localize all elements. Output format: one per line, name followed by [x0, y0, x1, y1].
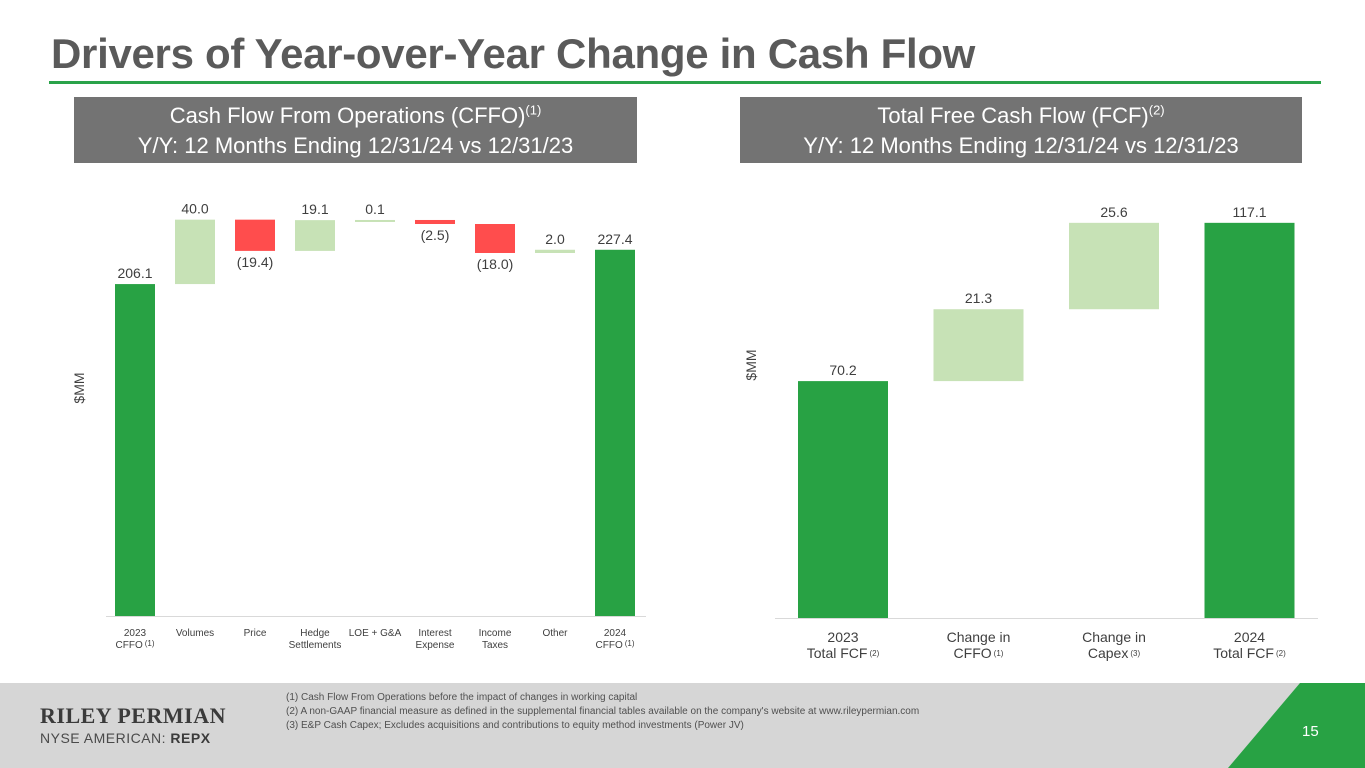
fcf-category-label: 2024	[1234, 629, 1265, 645]
fcf-category-label: Total FCF (2)	[1213, 645, 1286, 661]
fcf-category-label: Total FCF (2)	[807, 645, 880, 661]
fcf-category-footnote-ref: (2)	[1276, 649, 1286, 658]
fcf-panel-title: Total Free Cash Flow (FCF)	[877, 103, 1149, 128]
fcf-bar	[933, 309, 1024, 382]
footnotes: (1) Cash Flow From Operations before the…	[286, 691, 919, 733]
cffo-category-label: Hedge	[300, 628, 330, 639]
page-title: Drivers of Year-over-Year Change in Cash…	[51, 30, 976, 77]
cffo-bar	[475, 224, 515, 253]
cffo-bar	[415, 219, 455, 225]
cffo-bar	[175, 219, 215, 285]
fcf-category-label: Capex (3)	[1088, 645, 1141, 661]
fcf-category-label: Change in	[947, 629, 1011, 645]
footnote-2: (2) A non-GAAP financial measure as defi…	[286, 706, 920, 717]
cffo-category-label: Taxes	[482, 640, 508, 651]
cffo-value-label: (19.4)	[237, 254, 274, 270]
cffo-bar	[355, 219, 395, 222]
fcf-category-label: CFFO (1)	[954, 645, 1004, 661]
cffo-category-label: 2024	[604, 628, 627, 639]
fcf-panel-subtitle: Y/Y: 12 Months Ending 12/31/24 vs 12/31/…	[803, 133, 1239, 158]
cffo-category-footnote-ref: (1)	[145, 639, 155, 648]
cffo-y-axis-label: $MM	[71, 372, 87, 403]
cffo-panel-title: Cash Flow From Operations (CFFO)	[169, 103, 526, 128]
cffo-category-footnote-ref: (1)	[625, 639, 635, 648]
exchange-label: NYSE AMERICAN:	[40, 730, 167, 746]
corner-accent-shape	[1228, 683, 1365, 768]
company-logo: RILEY PERMIAN	[40, 703, 226, 728]
cffo-bar	[535, 249, 575, 253]
cffo-bar	[295, 220, 335, 251]
title-divider	[49, 81, 1321, 84]
cffo-value-label: (2.5)	[421, 227, 450, 243]
cffo-category-label: Income	[479, 628, 512, 639]
fcf-bar	[1069, 222, 1159, 310]
cffo-value-label: 40.0	[181, 201, 208, 217]
fcf-category-label: Change in	[1082, 629, 1146, 645]
footnote-1: (1) Cash Flow From Operations before the…	[286, 692, 638, 703]
fcf-panel-footnote-ref: (2)	[1148, 102, 1165, 118]
cffo-value-label: 0.1	[365, 201, 385, 217]
cffo-value-label: (18.0)	[477, 256, 514, 272]
fcf-bar	[798, 381, 888, 618]
cffo-category-label: 2023	[124, 628, 147, 639]
ticker-line: NYSE AMERICAN: REPX	[40, 730, 211, 746]
fcf-value-label: 25.6	[1100, 204, 1127, 220]
fcf-value-label: 21.3	[965, 290, 992, 306]
cffo-bar	[115, 284, 155, 616]
fcf-bar	[1204, 222, 1295, 618]
fcf-value-label: 70.2	[829, 362, 856, 378]
cffo-category-label: Expense	[416, 640, 455, 651]
cffo-category-label: LOE + G&A	[349, 628, 402, 639]
cffo-bar	[595, 249, 635, 617]
corner-green-triangle	[1228, 683, 1365, 768]
footnote-3: (3) E&P Cash Capex; Excludes acquisition…	[286, 720, 744, 731]
cffo-category-label: Volumes	[176, 628, 214, 639]
cffo-value-label: 227.4	[597, 231, 632, 247]
fcf-category-footnote-ref: (2)	[869, 649, 879, 658]
cffo-category-label: Interest	[418, 628, 452, 639]
fcf-category-label: 2023	[827, 629, 858, 645]
fcf-category-footnote-ref: (1)	[994, 649, 1004, 658]
footer-bar	[0, 683, 1365, 768]
cffo-bar	[235, 219, 275, 251]
fcf-y-axis-label: $MM	[743, 349, 759, 380]
cffo-category-label: Settlements	[289, 640, 342, 651]
cffo-value-label: 19.1	[301, 201, 328, 217]
cffo-panel-header: Cash Flow From Operations (CFFO)(1) Y/Y:…	[74, 97, 637, 163]
cffo-value-label: 2.0	[545, 231, 565, 247]
fcf-panel-header: Total Free Cash Flow (FCF)(2) Y/Y: 12 Mo…	[740, 97, 1302, 163]
ticker-symbol: REPX	[170, 730, 211, 746]
cffo-category-label: Price	[244, 628, 267, 639]
cffo-category-label: Other	[542, 628, 568, 639]
fcf-category-footnote-ref: (3)	[1130, 649, 1140, 658]
fcf-value-label: 117.1	[1233, 204, 1267, 220]
page-number: 15	[1302, 723, 1319, 740]
cffo-panel-footnote-ref: (1)	[525, 102, 542, 118]
cffo-value-label: 206.1	[117, 265, 152, 281]
cffo-panel-subtitle: Y/Y: 12 Months Ending 12/31/24 vs 12/31/…	[137, 133, 574, 158]
